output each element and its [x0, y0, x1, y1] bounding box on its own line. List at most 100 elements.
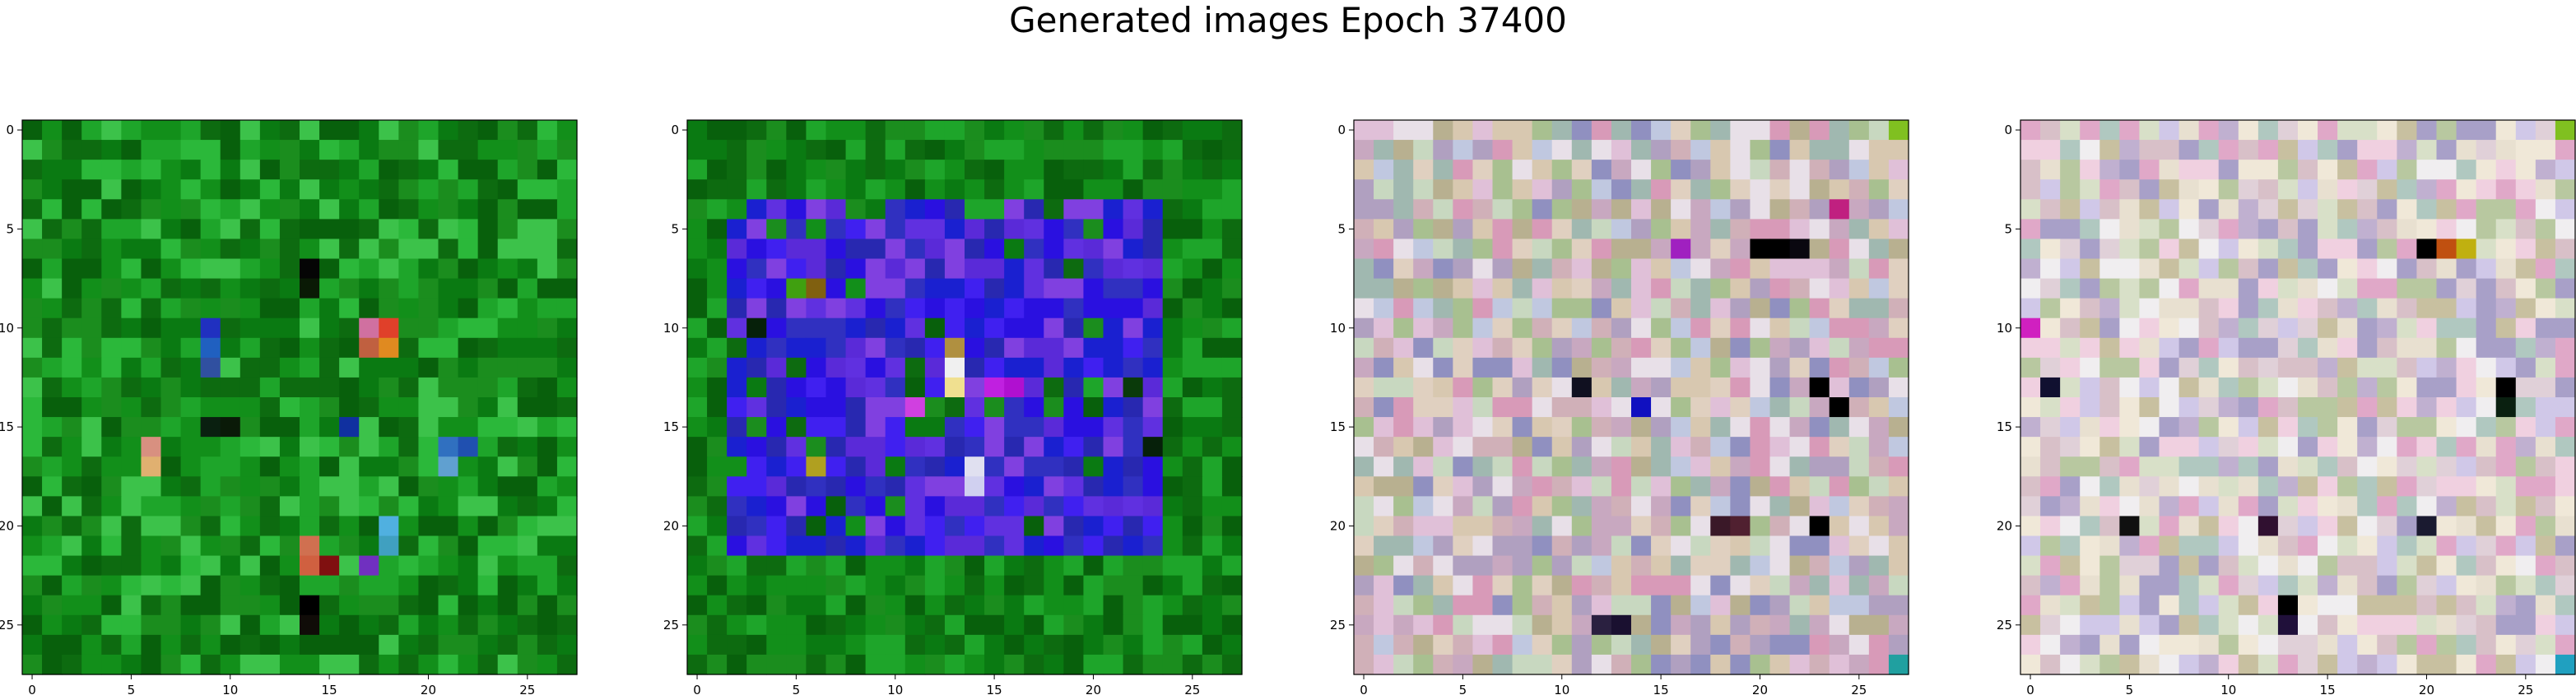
pixel-cell	[2178, 456, 2200, 477]
pixel-cell	[904, 239, 926, 260]
pixel-cell	[786, 456, 807, 477]
pixel-cell	[2515, 239, 2536, 260]
pixel-cell	[1024, 120, 1044, 141]
pixel-cell	[1829, 199, 1850, 220]
pixel-cell	[239, 654, 261, 675]
pixel-cell	[1103, 437, 1124, 457]
y-tick-label: 20	[1330, 518, 1346, 533]
pixel-cell	[1829, 258, 1850, 280]
pixel-cell	[556, 298, 578, 319]
pixel-cell	[944, 377, 965, 398]
pixel-cell	[904, 496, 926, 517]
pixel-cell	[2218, 516, 2239, 537]
pixel-cell	[1103, 377, 1124, 398]
pixel-cell	[1532, 476, 1553, 497]
pixel-cell	[1492, 614, 1514, 636]
pixel-cell	[200, 337, 221, 359]
pixel-cell	[1848, 140, 1870, 160]
pixel-cell	[1393, 476, 1414, 497]
pixel-cell	[141, 634, 162, 656]
pixel-cell	[924, 417, 946, 438]
pixel-cell	[141, 437, 162, 457]
pixel-cell	[944, 595, 965, 616]
pixel-cell	[2397, 357, 2418, 378]
pixel-cell	[2080, 219, 2100, 240]
pixel-cell	[2337, 357, 2358, 378]
pixel-cell	[339, 160, 360, 180]
x-tick-label: 20	[1752, 683, 1768, 695]
pixel-cell	[845, 317, 867, 339]
pixel-cell	[180, 337, 202, 359]
pixel-cell	[1472, 317, 1494, 339]
pixel-cell	[1182, 575, 1203, 596]
pixel-cell	[379, 140, 399, 160]
pixel-cell	[1690, 317, 1711, 339]
pixel-cell	[1142, 417, 1164, 438]
pixel-cell	[1789, 437, 1811, 457]
pixel-cell	[924, 219, 946, 240]
pixel-cell	[1690, 337, 1711, 359]
pixel-cell	[1472, 654, 1494, 675]
pixel-cell	[1063, 595, 1085, 616]
pixel-cell	[2377, 535, 2397, 557]
pixel-cell	[2020, 634, 2041, 656]
pixel-cell	[1433, 258, 1453, 280]
pixel-cell	[1142, 456, 1164, 477]
pixel-cell	[339, 397, 360, 418]
pixel-cell	[687, 476, 708, 497]
pixel-cell	[707, 199, 728, 220]
pixel-cell	[2020, 654, 2041, 675]
pixel-cell	[1083, 614, 1104, 636]
pixel-cell	[1868, 654, 1890, 675]
pixel-cell	[2080, 397, 2100, 418]
pixel-cell	[1591, 298, 1612, 319]
pixel-cell	[1512, 476, 1533, 497]
pixel-cell	[1710, 317, 1731, 339]
pixel-cell	[2555, 160, 2576, 180]
pixel-cell	[2159, 634, 2180, 656]
pixel-cell	[339, 337, 360, 359]
pixel-cell	[319, 417, 340, 438]
pixel-cell	[300, 516, 320, 537]
pixel-cell	[537, 496, 558, 517]
pixel-cell	[300, 397, 320, 418]
pixel-cell	[2178, 179, 2200, 200]
pixel-cell	[537, 397, 558, 418]
pixel-cell	[984, 516, 1005, 537]
pixel-cell	[121, 120, 142, 141]
pixel-cell	[1868, 337, 1890, 359]
pixel-cell	[319, 456, 340, 477]
pixel-cell	[1123, 654, 1144, 675]
pixel-cell	[239, 258, 261, 280]
pixel-cell	[2119, 179, 2141, 200]
pixel-cell	[319, 437, 340, 457]
pixel-cell	[2357, 654, 2378, 675]
pixel-cell	[1374, 555, 1394, 577]
pixel-cell	[885, 278, 906, 299]
pixel-cell	[2535, 575, 2556, 596]
pixel-cell	[220, 555, 241, 577]
pixel-cell	[1631, 654, 1652, 675]
pixel-cell	[1690, 239, 1711, 260]
pixel-cell	[1063, 634, 1085, 656]
pixel-cell	[2397, 317, 2418, 339]
pixel-cell	[1750, 496, 1771, 517]
pixel-cell	[1354, 120, 1374, 141]
x-tick-label: 15	[2320, 683, 2336, 695]
pixel-cell	[2298, 357, 2318, 378]
pixel-cell	[2337, 258, 2358, 280]
pixel-cell	[2139, 179, 2160, 200]
pixel-cell	[2436, 258, 2457, 280]
pixel-cell	[1103, 496, 1124, 517]
pixel-cell	[1868, 417, 1890, 438]
pixel-cell	[687, 337, 708, 359]
pixel-cell	[727, 120, 747, 141]
pixel-cell	[2515, 555, 2536, 577]
pixel-cell	[786, 120, 807, 141]
pixel-cell	[1789, 140, 1811, 160]
pixel-cell	[2555, 377, 2576, 398]
pixel-cell	[62, 437, 82, 457]
pixel-cell	[81, 614, 102, 636]
pixel-cell	[687, 417, 708, 438]
pixel-cell	[1393, 417, 1414, 438]
